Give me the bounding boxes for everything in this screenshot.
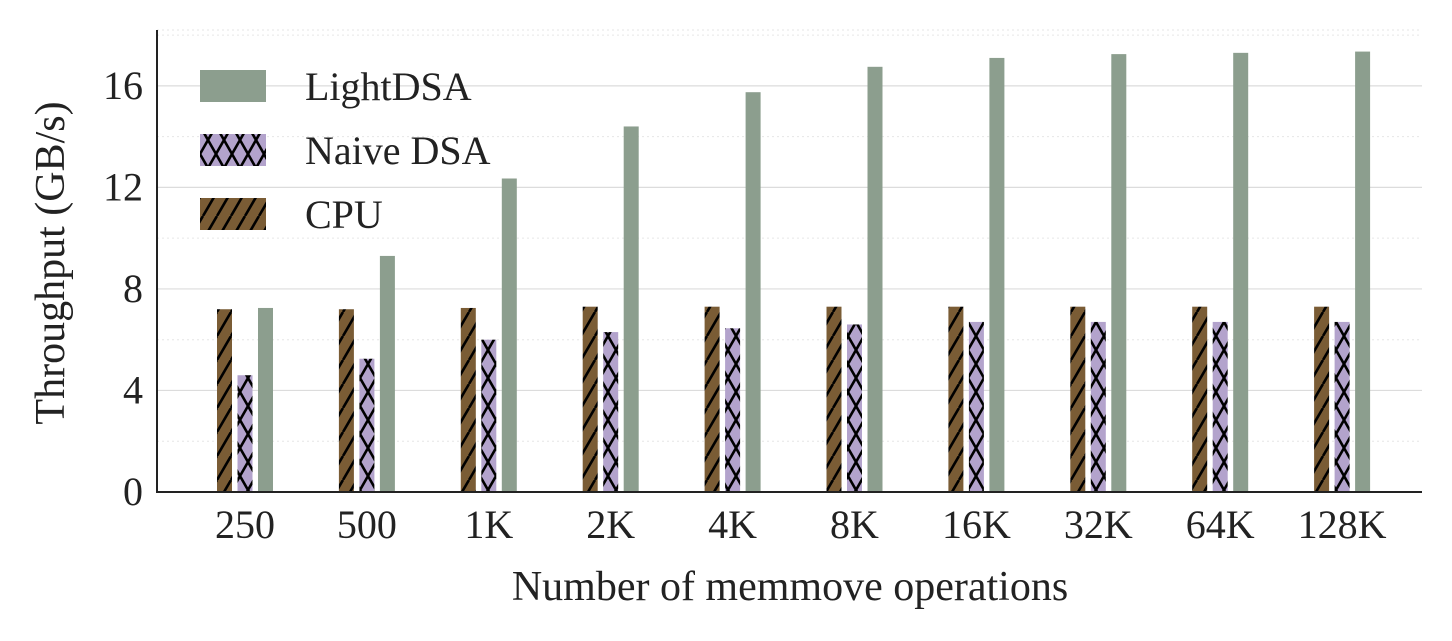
y-tick-label: 0 [123, 469, 143, 514]
x-tick-label: 4K [708, 502, 757, 547]
bar-lightdsa-250 [258, 307, 273, 492]
bar-cpu-1k [460, 307, 476, 492]
bar-lightdsa-8k [867, 66, 883, 493]
y-axis-label: Throughput (GB/s) [28, 101, 74, 424]
bar-naive-dsa-250 [237, 375, 253, 492]
legend-swatch [200, 134, 266, 166]
bar-cpu-4k [704, 306, 720, 492]
bar-lightdsa-500 [379, 255, 395, 492]
x-tick-label: 128K [1298, 502, 1387, 547]
bar-lightdsa-128k [1355, 51, 1371, 492]
bar-naive-dsa-128k [1334, 321, 1350, 492]
x-tick-label: 32K [1064, 502, 1133, 547]
x-tick-label: 250 [215, 502, 275, 547]
bar-naive-dsa-1k [481, 339, 497, 492]
bar-cpu-32k [1070, 306, 1086, 492]
bar-cpu-64k [1192, 306, 1208, 492]
legend-swatch [200, 198, 266, 230]
legend-label: LightDSA [305, 64, 472, 109]
y-tick-label: 16 [103, 63, 143, 108]
legend-swatch [200, 70, 266, 102]
legend-label: Naive DSA [305, 128, 491, 173]
bar-lightdsa-1k [501, 178, 517, 492]
x-tick-label: 500 [337, 502, 397, 547]
x-tick-label: 2K [586, 502, 635, 547]
legend-label: CPU [305, 192, 383, 237]
bar-lightdsa-64k [1233, 52, 1249, 492]
y-tick-label: 4 [123, 367, 143, 412]
bar-cpu-8k [826, 306, 842, 492]
tick-labels: 0 4 8 12 16 250 500 1K 2K 4K 8K 16K 32K 64K 128K [103, 63, 1387, 547]
y-tick-label: 8 [123, 266, 143, 311]
x-tick-label: 16K [942, 502, 1011, 547]
x-axis-label: Number of memmove operations [512, 564, 1068, 610]
bar-cpu-500 [338, 309, 354, 492]
bar-cpu-16k [948, 306, 964, 492]
legend: LightDSA Naive DSA CPU [200, 64, 491, 237]
axes [156, 30, 1422, 493]
bar-cpu-2k [582, 306, 598, 492]
bar-lightdsa-16k [989, 57, 1005, 493]
bar-naive-dsa-2k [603, 332, 619, 492]
bar-cpu-250 [217, 309, 232, 492]
bars [217, 51, 1371, 493]
bar-lightdsa-2k [623, 126, 639, 492]
bar-naive-dsa-64k [1212, 321, 1228, 492]
bar-naive-dsa-500 [359, 358, 375, 492]
x-tick-label: 8K [830, 502, 879, 547]
x-tick-label: 64K [1186, 502, 1255, 547]
bar-naive-dsa-4k [725, 328, 741, 492]
bar-lightdsa-4k [745, 92, 761, 492]
y-tick-label: 12 [103, 164, 143, 209]
bar-naive-dsa-16k [968, 321, 984, 492]
bar-naive-dsa-8k [847, 324, 862, 492]
bar-lightdsa-32k [1111, 54, 1127, 492]
bar-cpu-128k [1314, 306, 1330, 492]
x-tick-label: 1K [464, 502, 513, 547]
bar-naive-dsa-32k [1090, 321, 1106, 492]
